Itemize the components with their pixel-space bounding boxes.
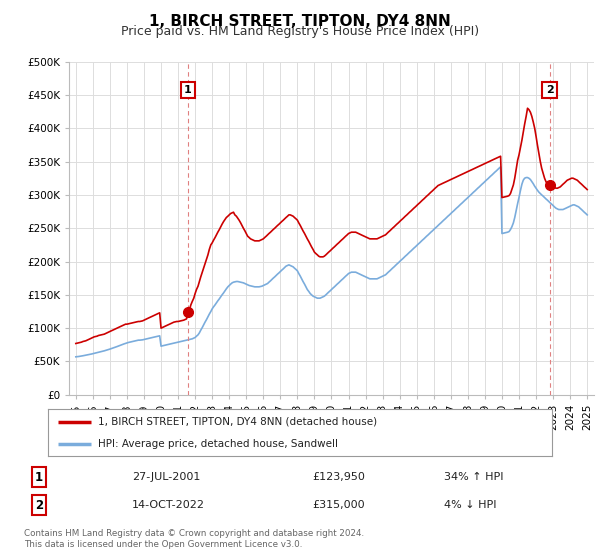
Text: HPI: Average price, detached house, Sandwell: HPI: Average price, detached house, Sand… (98, 438, 338, 449)
Text: 27-JUL-2001: 27-JUL-2001 (132, 472, 200, 482)
Text: 34% ↑ HPI: 34% ↑ HPI (444, 472, 503, 482)
Text: £315,000: £315,000 (312, 500, 365, 510)
Text: Price paid vs. HM Land Registry's House Price Index (HPI): Price paid vs. HM Land Registry's House … (121, 25, 479, 38)
Text: 1, BIRCH STREET, TIPTON, DY4 8NN (detached house): 1, BIRCH STREET, TIPTON, DY4 8NN (detach… (98, 417, 377, 427)
Text: 1, BIRCH STREET, TIPTON, DY4 8NN: 1, BIRCH STREET, TIPTON, DY4 8NN (149, 14, 451, 29)
Text: Contains HM Land Registry data © Crown copyright and database right 2024.
This d: Contains HM Land Registry data © Crown c… (24, 529, 364, 549)
Text: 2: 2 (545, 85, 553, 95)
Text: 1: 1 (35, 470, 43, 484)
Text: £123,950: £123,950 (312, 472, 365, 482)
Text: 14-OCT-2022: 14-OCT-2022 (132, 500, 205, 510)
Text: 4% ↓ HPI: 4% ↓ HPI (444, 500, 497, 510)
Text: 1: 1 (184, 85, 191, 95)
Text: 2: 2 (35, 498, 43, 512)
